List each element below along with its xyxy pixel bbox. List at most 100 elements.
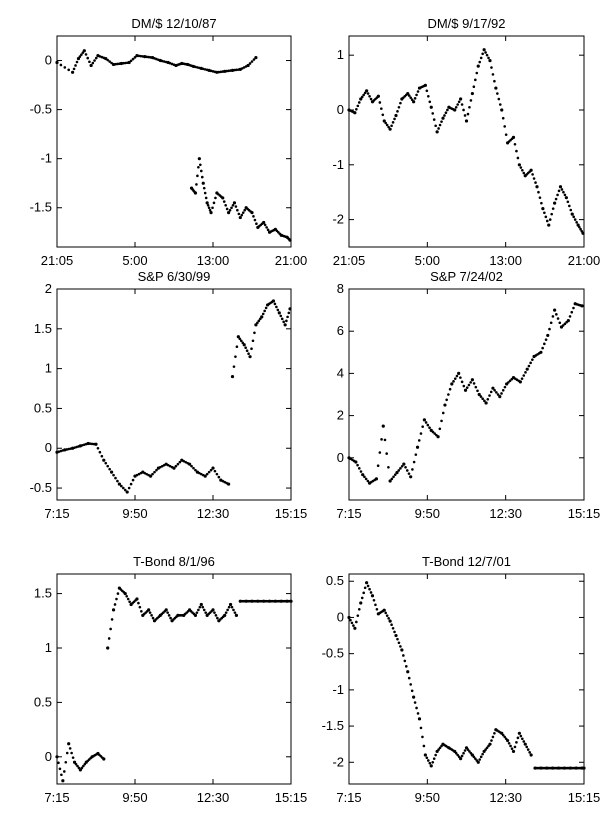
data-point	[388, 619, 392, 623]
data-point-interp	[459, 376, 462, 379]
data-point-interp	[491, 735, 495, 739]
data-point-interp	[572, 306, 575, 310]
data-point-interp	[234, 205, 238, 208]
data-point-interp	[407, 676, 411, 680]
data-point	[89, 63, 93, 68]
data-point-interp	[209, 468, 213, 472]
data-point	[464, 119, 469, 123]
data-point	[382, 119, 386, 123]
data-point-interp	[392, 475, 395, 479]
data-point-interp	[446, 108, 449, 112]
data-point-interp	[447, 393, 450, 396]
data-point-interp	[481, 752, 484, 756]
data-point-interp	[390, 124, 393, 128]
data-point-interp	[114, 62, 117, 66]
data-point-interp	[404, 465, 407, 469]
data-point-interp	[437, 748, 440, 751]
data-point-interp	[211, 206, 214, 210]
data-point-interp	[454, 105, 458, 109]
data-point-interp	[421, 735, 424, 739]
data-point-interp	[174, 464, 178, 468]
data-point-interp	[276, 308, 280, 312]
data-point-interp	[252, 215, 255, 218]
y-tick-label: 0	[337, 102, 344, 117]
data-point-interp	[476, 389, 479, 393]
data-point-interp	[215, 472, 219, 476]
data-point-interp	[216, 616, 219, 620]
data-point-interp	[178, 460, 182, 464]
data-point-interp	[138, 605, 142, 609]
data-point-interp	[162, 60, 166, 63]
data-point-interp	[519, 734, 523, 738]
data-point-interp	[561, 324, 565, 327]
data-point	[289, 599, 293, 603]
data-point-interp	[497, 97, 501, 101]
data-point-interp	[83, 443, 86, 446]
data-point	[406, 670, 410, 674]
data-point-interp	[206, 203, 210, 207]
data-point	[102, 757, 106, 761]
data-point-interp	[445, 398, 448, 402]
data-point	[500, 108, 504, 112]
data-point-interp	[531, 173, 534, 176]
data-point-interp	[145, 55, 148, 59]
data-point-interp	[380, 438, 383, 441]
data-point-interp	[522, 374, 526, 377]
y-tick-label: 1.5	[34, 586, 52, 601]
data-point-interp	[402, 654, 405, 657]
data-point-interp	[253, 218, 257, 222]
data-point	[82, 49, 86, 53]
data-point-interp	[489, 390, 493, 394]
data-point-interp	[224, 203, 227, 207]
data-point	[417, 717, 422, 721]
data-point-interp	[169, 616, 172, 620]
data-point	[288, 307, 292, 311]
data-point-interp	[468, 750, 471, 753]
data-point	[199, 602, 203, 607]
data-point	[230, 374, 235, 379]
data-point-interp	[472, 382, 476, 385]
data-point	[149, 474, 153, 478]
data-point-interp	[385, 614, 389, 617]
data-point	[412, 695, 416, 699]
data-point	[203, 474, 207, 478]
data-point-interp	[460, 103, 464, 106]
data-point-interp	[432, 757, 436, 760]
data-point-interp	[231, 203, 235, 207]
data-point-interp	[239, 339, 243, 343]
data-point-interp	[264, 306, 268, 310]
data-point-interp	[122, 61, 125, 65]
data-point-interp	[112, 473, 115, 477]
data-point-interp	[263, 309, 266, 313]
data-point-interp	[378, 101, 382, 104]
data-point-interp	[159, 465, 162, 469]
data-point-interp	[509, 744, 512, 748]
data-point	[172, 466, 176, 470]
data-point-interp	[485, 746, 489, 750]
data-point-interp	[393, 117, 396, 121]
data-point-interp	[455, 374, 459, 378]
data-point	[104, 56, 108, 61]
data-point-interp	[503, 385, 507, 389]
data-point	[254, 323, 258, 327]
data-point-interp	[510, 747, 514, 750]
data-point	[429, 105, 433, 109]
data-point-interp	[201, 605, 205, 609]
data-point-interp	[463, 114, 467, 117]
data-point-interp	[266, 228, 270, 232]
data-point	[67, 742, 71, 746]
data-point-interp	[256, 321, 259, 325]
data-point-interp	[399, 467, 402, 470]
data-point	[541, 207, 545, 211]
data-point-interp	[286, 315, 289, 319]
data-point-interp	[168, 61, 172, 65]
data-point-interp	[207, 470, 211, 474]
data-point	[476, 64, 480, 68]
data-point-interp	[460, 754, 464, 758]
data-point-interp	[416, 712, 420, 715]
data-point-interp	[572, 215, 576, 219]
data-point-interp	[528, 751, 531, 754]
data-point	[470, 378, 474, 382]
data-point-interp	[213, 469, 217, 473]
data-point	[517, 163, 521, 167]
